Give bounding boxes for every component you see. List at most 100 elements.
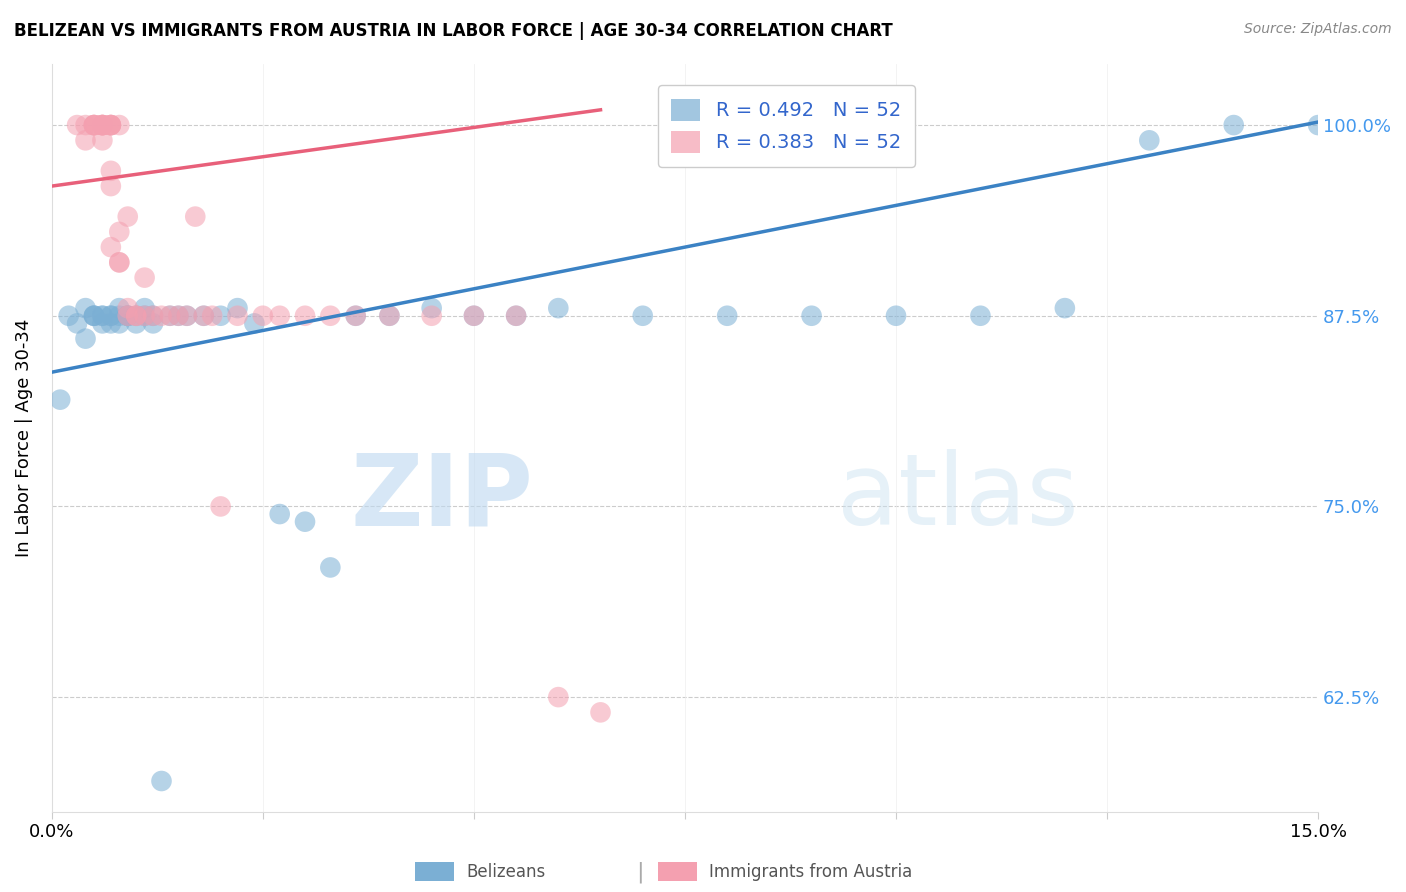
Point: [125, 317, 148, 331]
Point: [226, 301, 249, 315]
Point: [108, 309, 131, 323]
Point: [209, 500, 232, 514]
Point: [1137, 133, 1160, 147]
Point: [589, 706, 612, 720]
Point: [83, 309, 105, 323]
Point: [117, 301, 139, 315]
Point: [159, 309, 181, 323]
Point: [91, 309, 114, 323]
Point: [108, 225, 131, 239]
Text: ZIP: ZIP: [350, 449, 533, 546]
Point: [100, 118, 122, 132]
Point: [547, 690, 569, 705]
Point: [378, 309, 401, 323]
Point: [209, 309, 232, 323]
Point: [83, 309, 105, 323]
Point: [463, 309, 485, 323]
Point: [159, 309, 181, 323]
Point: [800, 309, 823, 323]
Point: [100, 309, 122, 323]
Point: [49, 392, 72, 407]
Point: [547, 301, 569, 315]
Point: [150, 774, 173, 789]
Point: [969, 309, 991, 323]
Point: [319, 309, 342, 323]
Point: [117, 309, 139, 323]
Point: [344, 309, 367, 323]
Point: [193, 309, 215, 323]
Point: [716, 309, 738, 323]
Point: [66, 317, 89, 331]
Point: [91, 317, 114, 331]
Point: [243, 317, 266, 331]
Point: [125, 309, 148, 323]
Legend: R = 0.492   N = 52, R = 0.383   N = 52: R = 0.492 N = 52, R = 0.383 N = 52: [658, 85, 915, 167]
Y-axis label: In Labor Force | Age 30-34: In Labor Force | Age 30-34: [15, 318, 32, 557]
Point: [117, 309, 139, 323]
Point: [83, 118, 105, 132]
Point: [176, 309, 198, 323]
Point: [100, 118, 122, 132]
Point: [100, 317, 122, 331]
Point: [100, 118, 122, 132]
Point: [91, 118, 114, 132]
Point: [294, 309, 316, 323]
Point: [184, 210, 207, 224]
Point: [134, 309, 156, 323]
Point: [294, 515, 316, 529]
Point: [269, 309, 291, 323]
Text: Source: ZipAtlas.com: Source: ZipAtlas.com: [1244, 22, 1392, 37]
Point: [108, 317, 131, 331]
Point: [505, 309, 527, 323]
Point: [75, 332, 97, 346]
Point: [142, 309, 165, 323]
Point: [378, 309, 401, 323]
Point: [100, 118, 122, 132]
Point: [83, 309, 105, 323]
Point: [83, 118, 105, 132]
Point: [252, 309, 274, 323]
Point: [100, 179, 122, 194]
Text: Belizeans: Belizeans: [467, 863, 546, 881]
Point: [91, 118, 114, 132]
Text: Immigrants from Austria: Immigrants from Austria: [709, 863, 912, 881]
Point: [91, 133, 114, 147]
Point: [134, 309, 156, 323]
Point: [167, 309, 190, 323]
Point: [150, 309, 173, 323]
Text: atlas: atlas: [837, 449, 1078, 546]
Point: [631, 309, 654, 323]
Point: [108, 118, 131, 132]
Point: [83, 118, 105, 132]
Point: [142, 317, 165, 331]
Point: [100, 309, 122, 323]
Point: [91, 118, 114, 132]
Point: [1053, 301, 1076, 315]
Point: [91, 118, 114, 132]
Text: BELIZEAN VS IMMIGRANTS FROM AUSTRIA IN LABOR FORCE | AGE 30-34 CORRELATION CHART: BELIZEAN VS IMMIGRANTS FROM AUSTRIA IN L…: [14, 22, 893, 40]
Point: [75, 133, 97, 147]
Point: [201, 309, 224, 323]
Point: [100, 240, 122, 254]
Point: [125, 309, 148, 323]
Point: [108, 301, 131, 315]
Point: [75, 301, 97, 315]
Text: |: |: [636, 862, 644, 883]
Point: [176, 309, 198, 323]
Point: [463, 309, 485, 323]
Point: [319, 560, 342, 574]
Point: [1222, 118, 1244, 132]
Point: [134, 301, 156, 315]
Point: [58, 309, 80, 323]
Point: [226, 309, 249, 323]
Point: [66, 118, 89, 132]
Point: [269, 507, 291, 521]
Point: [505, 309, 527, 323]
Point: [167, 309, 190, 323]
Point: [1308, 118, 1330, 132]
Point: [125, 309, 148, 323]
Point: [117, 309, 139, 323]
Point: [134, 270, 156, 285]
Point: [420, 301, 443, 315]
Point: [91, 118, 114, 132]
